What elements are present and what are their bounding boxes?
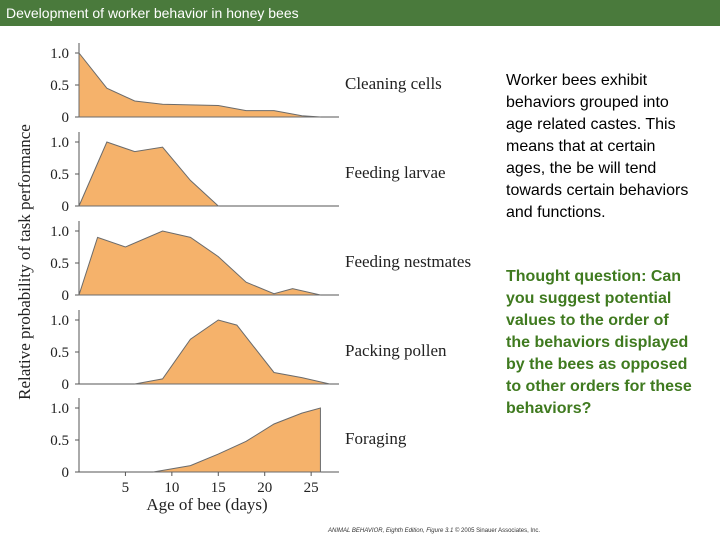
slide-title: Development of worker behavior in honey … xyxy=(0,0,720,26)
panel-cleaning-cells: 0 0.5 1.0 Cleaning cells xyxy=(50,43,442,126)
y-tick-label: 1.0 xyxy=(50,224,69,240)
panel-feeding-nestmates: 0 0.5 1.0 Feeding nestmates xyxy=(50,221,471,304)
y-tick-label: 1.0 xyxy=(50,135,69,151)
area-series xyxy=(78,230,321,296)
y-tick-label: 0 xyxy=(62,199,70,215)
description-text: Worker bees exhibit behaviors grouped in… xyxy=(506,72,689,221)
series-label: Packing pollen xyxy=(345,341,447,360)
series-label: Foraging xyxy=(345,429,407,448)
panel-feeding-larvae: 0 0.5 1.0 Feeding larvae xyxy=(50,132,446,215)
area-series xyxy=(78,141,220,207)
y-tick-label: 0.5 xyxy=(50,433,69,449)
y-tick-label: 1.0 xyxy=(50,313,69,329)
y-tick-label: 0 xyxy=(62,288,70,304)
x-tick-label: 10 xyxy=(164,480,179,496)
y-tick-label: 0.5 xyxy=(50,167,69,183)
x-tick-label: 15 xyxy=(211,480,226,496)
series-label: Feeding larvae xyxy=(345,163,446,182)
y-tick-label: 0.5 xyxy=(50,256,69,272)
y-tick-label: 1.0 xyxy=(50,401,69,417)
series-label: Cleaning cells xyxy=(345,74,442,93)
figure-credit: ANIMAL BEHAVIOR, Eighth Edition, Figure … xyxy=(328,528,540,534)
series-label: Feeding nestmates xyxy=(345,252,471,271)
x-tick-label: 5 xyxy=(122,480,130,496)
area-series xyxy=(134,319,330,385)
thought-question: Thought question: Can you suggest potent… xyxy=(506,268,692,417)
panel-packing-pollen: 0 0.5 1.0 Packing pollen xyxy=(50,310,447,393)
x-axis: 5 10 15 20 25 xyxy=(122,472,319,496)
credit-rest: © 2005 Sinauer Associates, Inc. xyxy=(453,528,541,534)
panel-foraging: 0 0.5 1.0 Foraging xyxy=(50,398,407,481)
y-tick-label: 0.5 xyxy=(50,78,69,94)
x-tick-label: 25 xyxy=(304,480,319,496)
y-tick-label: 0 xyxy=(62,110,70,126)
chart-panels: 0 0.5 1.0 Cleaning cells 0 0.5 1.0 Feeding larv… xyxy=(50,43,471,481)
credit-book: ANIMAL BEHAVIOR, Eighth Edition, Figure … xyxy=(328,528,454,534)
y-tick-label: 0 xyxy=(62,465,70,481)
x-tick-label: 20 xyxy=(257,480,272,496)
x-axis-label: Age of bee (days) xyxy=(146,495,267,514)
y-tick-label: 1.0 xyxy=(50,46,69,62)
area-series xyxy=(153,407,321,473)
area-series xyxy=(78,51,321,118)
behavior-chart: 0 0.5 1.0 Cleaning cells 0 0.5 1.0 Feeding larv… xyxy=(15,43,471,514)
y-tick-label: 0 xyxy=(62,377,70,393)
y-axis-label: Relative probability of task performance xyxy=(15,124,34,400)
y-tick-label: 0.5 xyxy=(50,345,69,361)
